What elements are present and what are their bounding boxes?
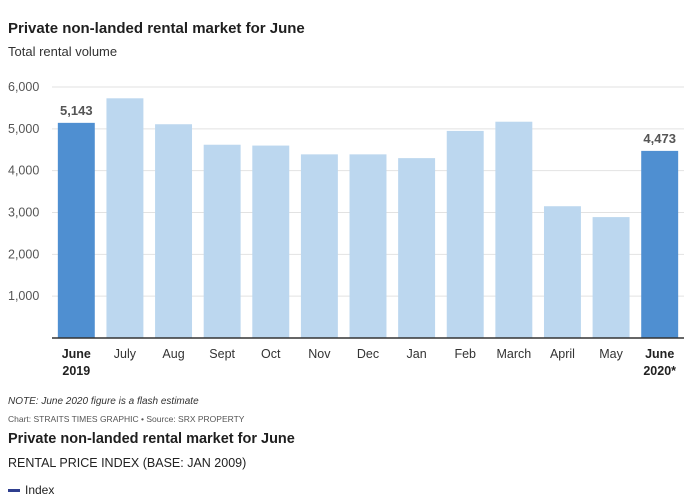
y-tick-label: 2,000 — [8, 247, 39, 261]
x-tick-label: Oct — [261, 347, 281, 361]
x-tick-label: 2020* — [643, 364, 676, 378]
bar — [446, 130, 484, 338]
bar — [398, 158, 436, 338]
x-tick-label: June — [645, 347, 674, 361]
data-label: 4,473 — [643, 131, 676, 146]
chart-subtitle: Total rental volume — [8, 44, 118, 59]
y-tick-label: 5,000 — [8, 122, 39, 136]
second-chart-subtitle: RENTAL PRICE INDEX (BASE: JAN 2009) — [8, 456, 247, 470]
bar-chart: 1,000 2,000 3,000 4,000 5,000 6,000 June 2019 Ju… — [8, 80, 684, 378]
x-tick-label: Dec — [357, 347, 379, 361]
bar — [592, 217, 630, 338]
legend: Index — [8, 483, 54, 497]
bar — [543, 206, 581, 338]
data-label: 5,143 — [60, 103, 93, 118]
chart-note: NOTE: June 2020 figure is a flash estima… — [8, 396, 199, 407]
bar — [495, 121, 533, 338]
y-tick-label: 4,000 — [8, 164, 39, 178]
x-tick-label: Aug — [162, 347, 184, 361]
y-tick-label: 3,000 — [8, 206, 39, 220]
x-tick-label: July — [114, 347, 137, 361]
y-tick-label: 1,000 — [8, 289, 39, 303]
bar — [155, 124, 193, 339]
bar — [300, 154, 338, 338]
legend-label: Index — [25, 483, 55, 497]
x-tick-label: April — [550, 347, 575, 361]
y-tick-label: 6,000 — [8, 80, 39, 94]
x-tick-label: June — [62, 347, 91, 361]
bar — [252, 145, 290, 338]
legend-line-swatch — [8, 488, 20, 492]
x-tick-label: Jan — [407, 347, 427, 361]
bar — [106, 98, 144, 338]
x-tick-label: Feb — [454, 347, 476, 361]
chart-title: Private non-landed rental market for Jun… — [8, 20, 305, 37]
chart-credit: Chart: STRAITS TIMES GRAPHIC • Source: S… — [8, 414, 245, 424]
x-tick-label: May — [599, 347, 623, 361]
x-tick-label: 2019 — [62, 364, 90, 378]
x-tick-label: Sept — [209, 347, 235, 361]
bar — [203, 144, 241, 338]
bar — [641, 150, 679, 338]
second-chart-title: Private non-landed rental market for Jun… — [8, 431, 295, 447]
x-tick-label: March — [496, 347, 531, 361]
bar — [349, 154, 387, 338]
bar — [57, 122, 95, 338]
x-tick-label: Nov — [308, 347, 331, 361]
